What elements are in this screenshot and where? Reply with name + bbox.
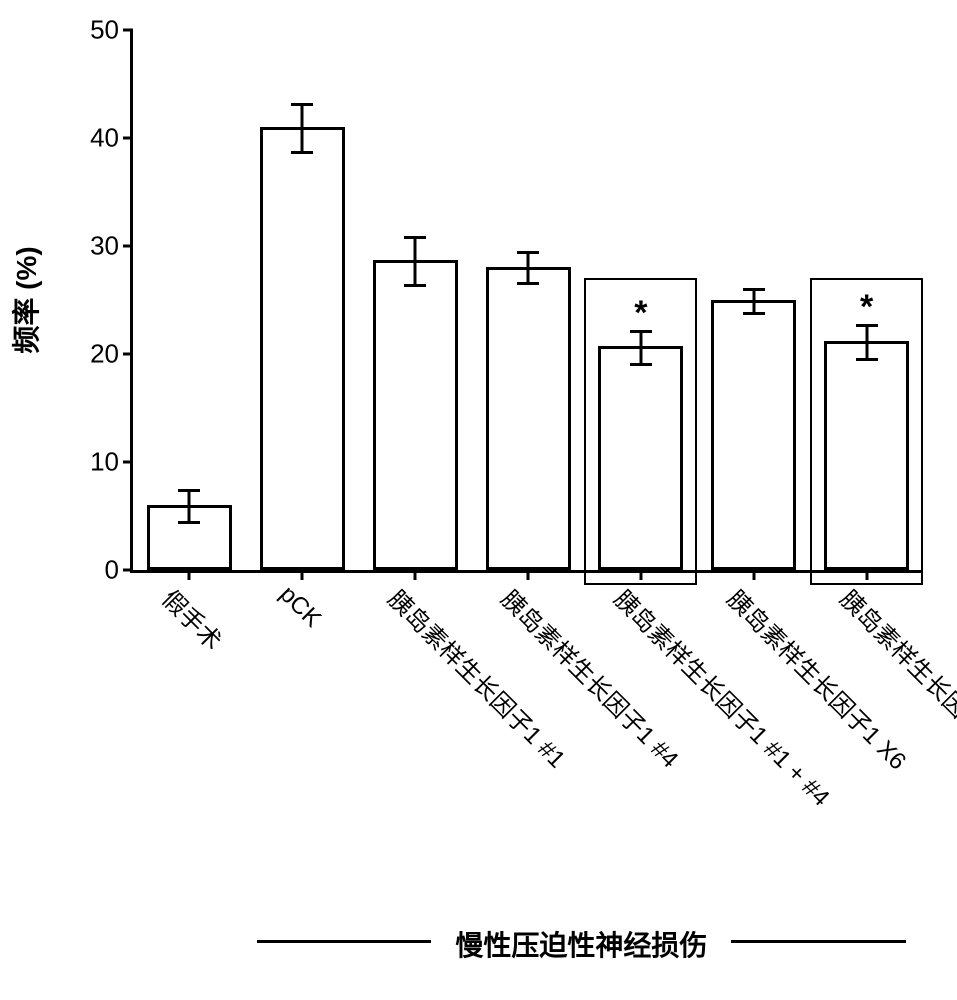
x-tick-mark	[301, 570, 304, 580]
error-cap	[291, 103, 313, 106]
group-line	[257, 940, 432, 943]
bar	[711, 300, 796, 570]
bar-chart: 频率 (%) ** 01020304050假手术pCK胰岛素样生长因子1 #1胰…	[0, 0, 957, 1000]
group-line	[731, 940, 906, 943]
x-tick-mark	[865, 570, 868, 580]
y-tick-mark	[123, 29, 133, 32]
error-cap	[517, 282, 539, 285]
x-tick-mark	[188, 570, 191, 580]
bar-slot	[260, 30, 345, 570]
x-tick-mark	[414, 570, 417, 580]
error-cap	[178, 489, 200, 492]
error-cap	[517, 251, 539, 254]
highlight-box	[584, 278, 697, 585]
y-tick-mark	[123, 245, 133, 248]
group-label: 慢性压迫性神经损伤	[455, 924, 707, 964]
error-cap	[743, 288, 765, 291]
error-cap	[291, 151, 313, 154]
bar	[260, 127, 345, 570]
error-cap	[404, 284, 426, 287]
x-tick-mark	[527, 570, 530, 580]
error-cap	[404, 236, 426, 239]
y-tick-label: 20	[90, 339, 119, 370]
y-tick-label: 0	[105, 555, 119, 586]
bar-slot	[147, 30, 232, 570]
y-tick-mark	[123, 461, 133, 464]
error-cap	[743, 312, 765, 315]
error-bar	[414, 236, 417, 284]
bar	[373, 260, 458, 570]
y-tick-mark	[123, 353, 133, 356]
y-tick-label: 10	[90, 447, 119, 478]
x-tick-label: 假手术	[156, 581, 232, 657]
bar-slot	[373, 30, 458, 570]
y-tick-label: 50	[90, 15, 119, 46]
error-cap	[178, 521, 200, 524]
bar	[486, 267, 571, 570]
y-tick-mark	[123, 137, 133, 140]
x-tick-mark	[639, 570, 642, 580]
y-tick-label: 30	[90, 231, 119, 262]
plot-area: ** 01020304050假手术pCK胰岛素样生长因子1 #1胰岛素样生长因子…	[130, 30, 923, 573]
error-bar	[301, 103, 304, 151]
error-bar	[752, 288, 755, 312]
x-tick-label: pCK	[274, 581, 327, 634]
y-tick-mark	[123, 569, 133, 572]
bar-slot	[486, 30, 571, 570]
x-tick-label: 胰岛素样生长因子1 #1 + #4	[608, 581, 840, 813]
error-bar	[527, 251, 530, 281]
highlight-box	[810, 278, 923, 585]
error-bar	[188, 489, 191, 521]
y-tick-label: 40	[90, 123, 119, 154]
x-tick-mark	[752, 570, 755, 580]
bar-slot	[711, 30, 796, 570]
y-axis-label: 频率 (%)	[5, 246, 45, 353]
